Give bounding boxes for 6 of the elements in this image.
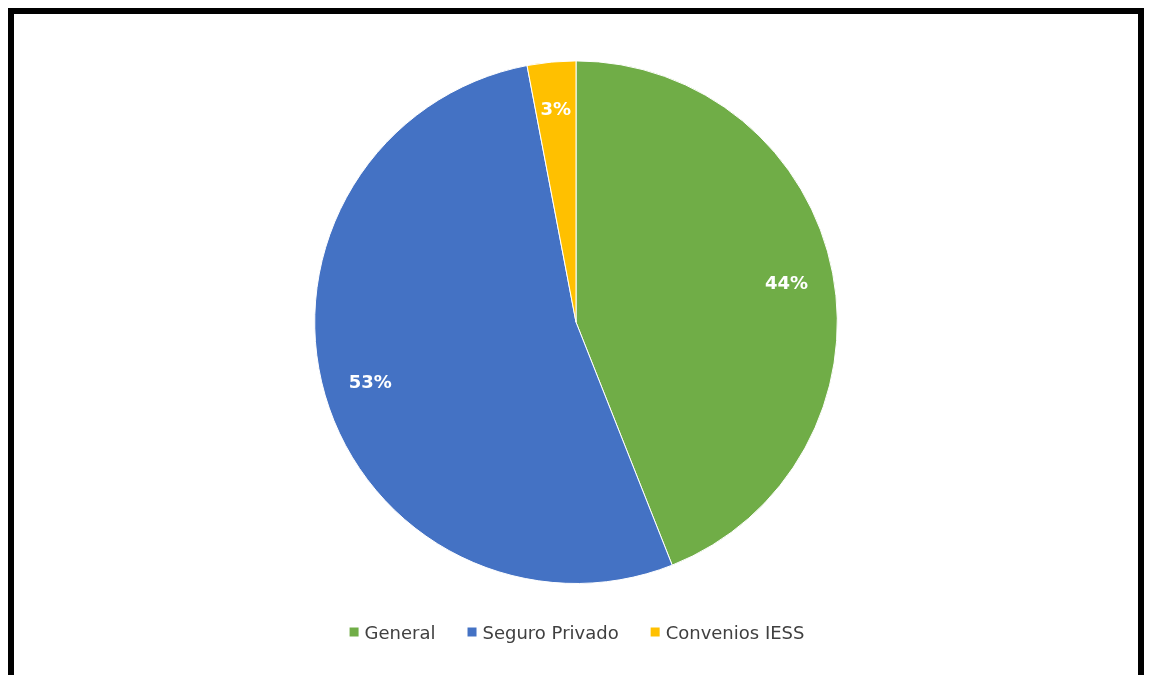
data-label: 3% [540, 98, 572, 120]
legend-label: General [364, 621, 436, 643]
legend-label: Seguro Privado [482, 621, 619, 643]
legend-label: Convenios IESS [665, 621, 805, 643]
data-label: 44% [764, 271, 809, 293]
data-label: 53% [348, 371, 392, 393]
